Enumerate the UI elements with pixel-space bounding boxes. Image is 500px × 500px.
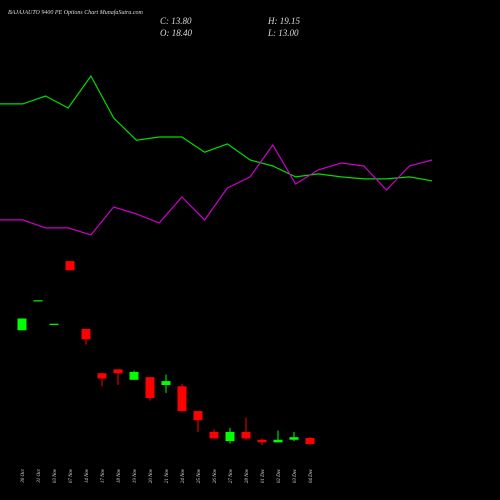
candle-body [273,439,283,443]
candle-body [81,328,91,340]
candle-body [113,369,123,374]
x-tick-label: 25 Nov [197,468,202,483]
x-tick-label: 01 Dec [261,468,266,483]
candle-body [49,323,59,325]
x-tick-label: 17 Nov [101,468,106,483]
x-tick-label: 24 Nov [181,468,186,483]
x-tick-label: 03 Nov [53,468,58,483]
x-tick-label: 02 Dec [277,468,282,483]
candle-body [225,431,235,442]
x-tick-label: 30 Oct [21,469,26,483]
open-label: O: 18.40 [160,28,192,38]
close-label: C: 13.80 [160,16,192,26]
candle-body [97,373,107,379]
chart-title: BAJAJAUTO 9400 PE Options Chart MunafaSu… [8,9,144,16]
x-tick-label: 31 Oct [37,469,42,483]
x-tick-label: 19 Nov [133,468,138,483]
candle-body [257,439,267,443]
candle-body [193,411,203,421]
x-tick-label: 28 Nov [245,468,250,483]
x-tick-label: 14 Nov [85,468,90,483]
x-tick-label: 20 Nov [149,468,154,483]
x-tick-label: 21 Nov [165,468,170,483]
x-tick-label: 03 Dec [293,468,298,483]
candle-body [241,431,251,439]
candle-body [33,300,43,302]
x-tick-label: 04 Dec [309,468,314,483]
candle-body [289,437,299,440]
candle-body [305,437,315,444]
high-label: H: 19.15 [267,16,300,26]
candle-body [177,386,187,412]
candle-body [209,431,219,439]
x-tick-label: 26 Nov [213,468,218,483]
x-tick-label: 07 Nov [69,468,74,483]
candle-body [17,318,27,331]
indicator-line [0,74,433,182]
candle-body [145,377,155,399]
candle-body [129,371,139,380]
candle-body [65,261,75,271]
candle-body [161,381,171,386]
indicator-line [0,143,433,236]
x-tick-label: 27 Nov [229,468,234,483]
low-label: L: 13.00 [267,28,299,38]
x-tick-label: 18 Nov [117,468,122,483]
